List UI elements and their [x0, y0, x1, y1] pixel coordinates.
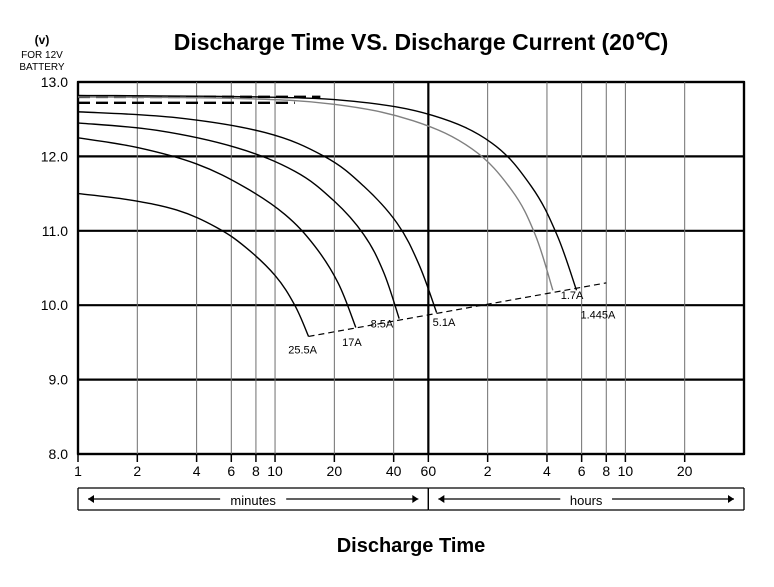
y-tick-label: 10.0	[41, 297, 68, 313]
x-tick-label: 20	[327, 463, 343, 479]
x-axis-label: Discharge Time	[337, 535, 486, 557]
y-tick-label: 8.0	[49, 446, 69, 462]
series-label: 17A	[342, 337, 362, 349]
y-tick-label: 12.0	[41, 148, 68, 164]
y-unit-label: (v)	[35, 33, 50, 47]
series-label: 25.5A	[288, 345, 317, 357]
axis-range-label: minutes	[230, 493, 276, 508]
series-label: 8.5A	[371, 319, 394, 331]
discharge-chart-svg: 8.09.010.011.012.013.0124681020406024681…	[0, 0, 774, 587]
x-tick-label: 40	[386, 463, 402, 479]
x-tick-label: 8	[252, 463, 260, 479]
x-tick-label: 2	[484, 463, 492, 479]
y-context-label: BATTERY	[19, 62, 65, 73]
axis-range-label: hours	[570, 493, 603, 508]
y-tick-label: 11.0	[42, 223, 68, 239]
x-tick-label: 10	[267, 463, 283, 479]
chart-title: Discharge Time VS. Discharge Current (20…	[174, 29, 669, 55]
chart-container: 8.09.010.011.012.013.0124681020406024681…	[0, 0, 774, 587]
x-tick-label: 6	[578, 463, 586, 479]
y-context-label: FOR 12V	[21, 50, 63, 61]
x-tick-label: 20	[677, 463, 693, 479]
y-tick-label: 13.0	[41, 74, 68, 90]
x-tick-label: 6	[227, 463, 235, 479]
x-tick-label: 1	[74, 463, 82, 479]
x-tick-label: 60	[421, 463, 437, 479]
x-tick-label: 4	[543, 463, 551, 479]
x-tick-label: 4	[193, 463, 201, 479]
series-label: 1.445A	[580, 310, 616, 322]
x-tick-label: 2	[133, 463, 141, 479]
x-tick-label: 8	[602, 463, 610, 479]
series-label: 1.7A	[561, 290, 584, 302]
series-label: 5.1A	[433, 317, 456, 329]
y-tick-label: 9.0	[49, 372, 69, 388]
x-tick-label: 10	[618, 463, 634, 479]
